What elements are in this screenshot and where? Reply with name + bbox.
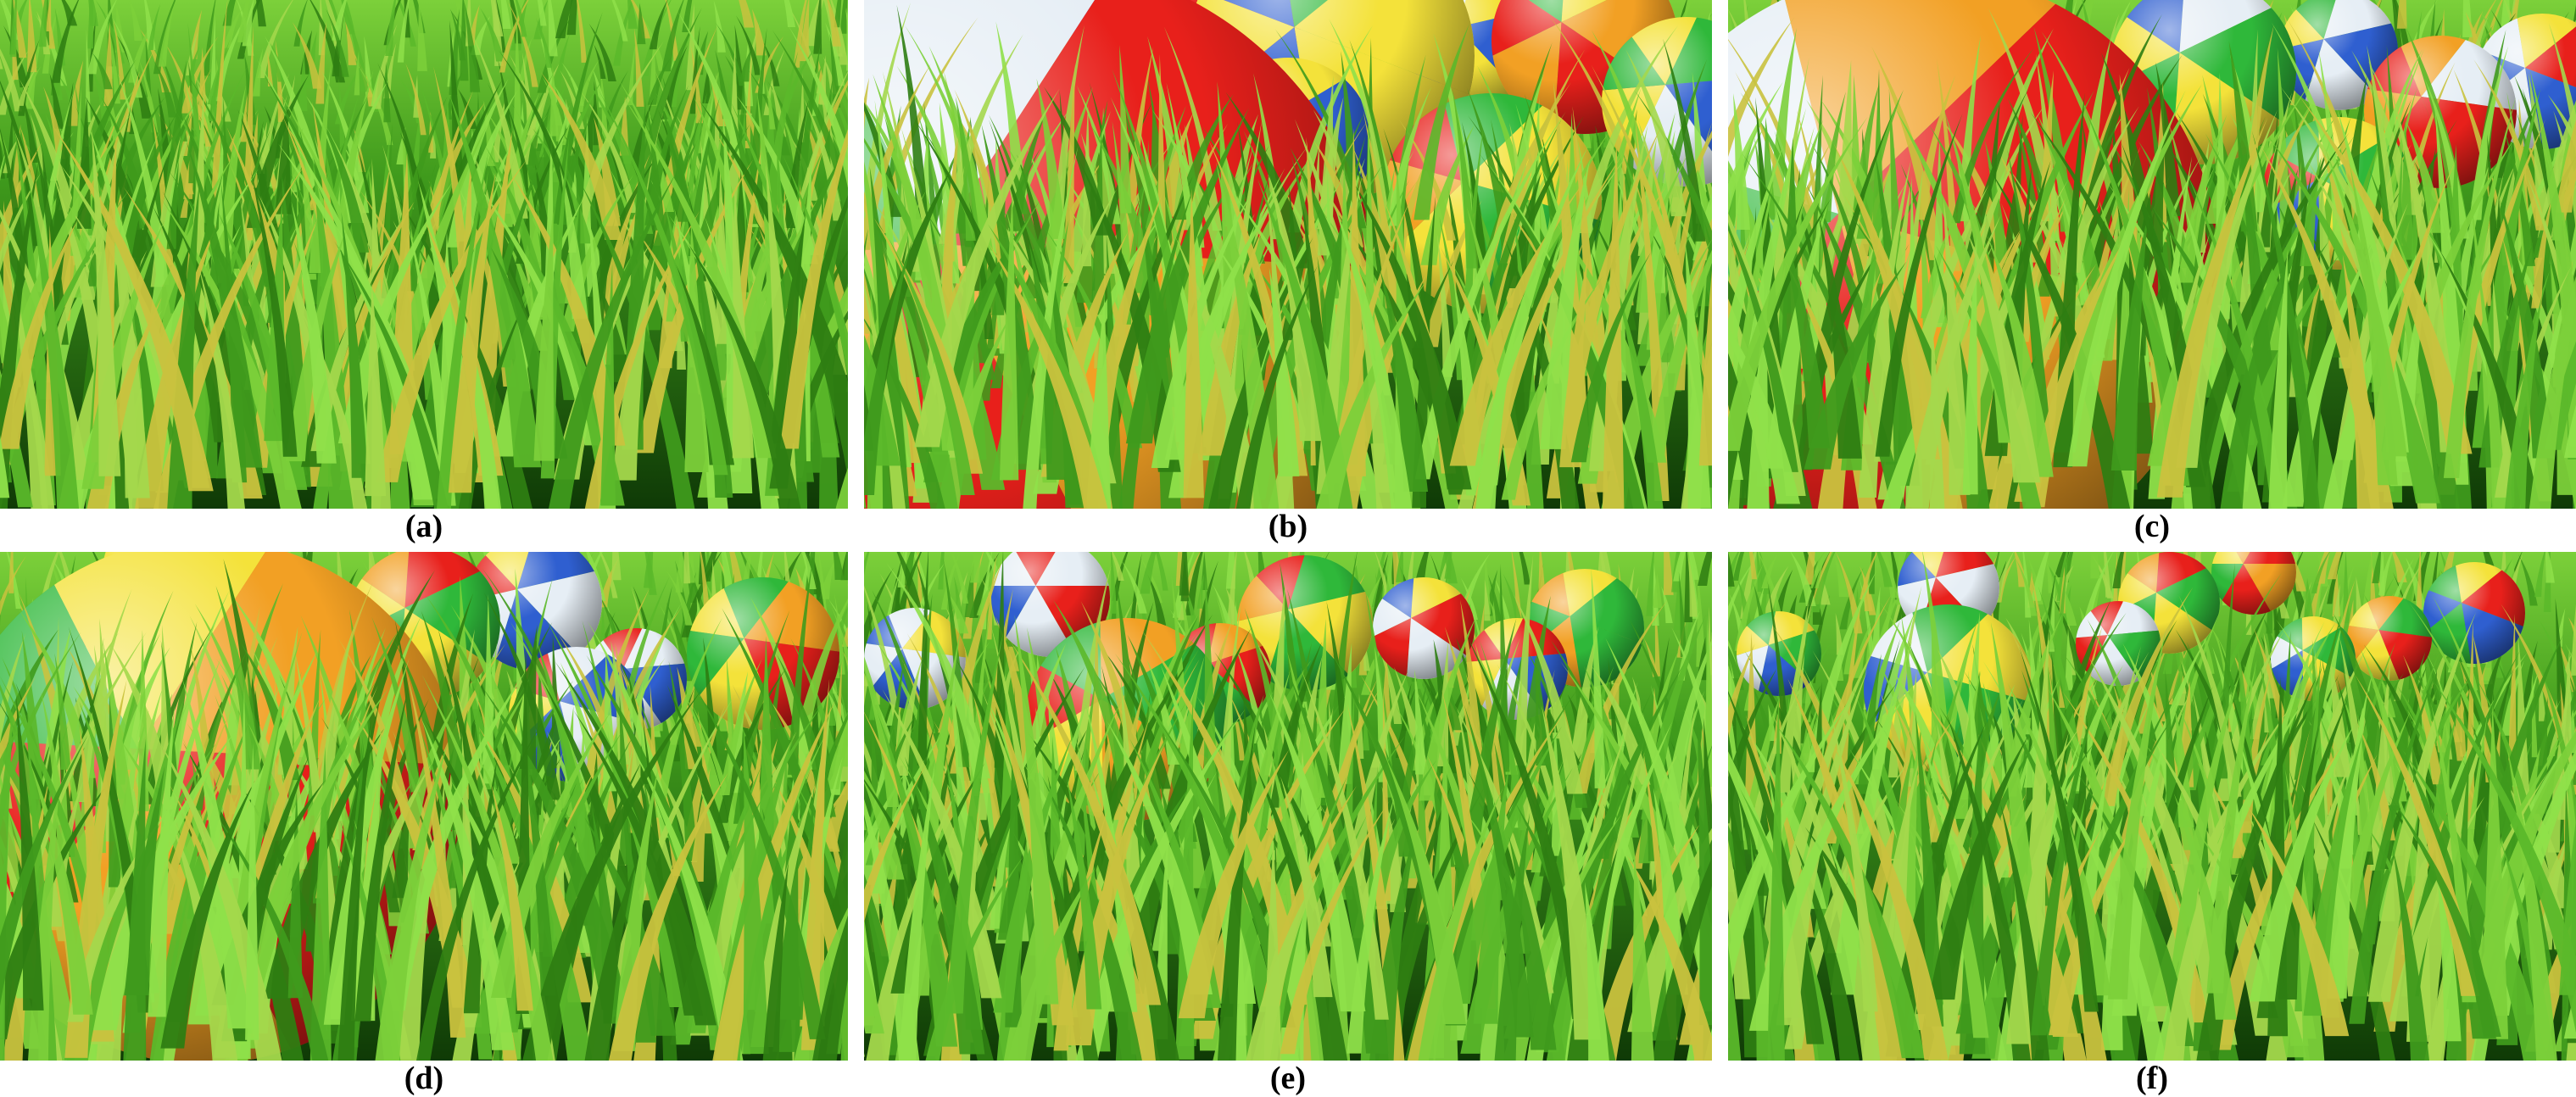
panel-a-image bbox=[0, 0, 848, 509]
panel-d bbox=[0, 552, 848, 1061]
panel-f bbox=[1728, 552, 2576, 1061]
caption-a: (a) bbox=[0, 510, 848, 543]
panel-b-image bbox=[864, 0, 1712, 509]
panel-e-image bbox=[864, 552, 1712, 1061]
panel-d-image bbox=[0, 552, 848, 1061]
panel-b bbox=[864, 0, 1712, 509]
panel-c-image bbox=[1728, 0, 2576, 509]
panel-e bbox=[864, 552, 1712, 1061]
caption-c: (c) bbox=[1728, 510, 2576, 543]
panel-f-image bbox=[1728, 552, 2576, 1061]
panel-a bbox=[0, 0, 848, 509]
caption-b: (b) bbox=[864, 510, 1712, 543]
panel-c bbox=[1728, 0, 2576, 509]
